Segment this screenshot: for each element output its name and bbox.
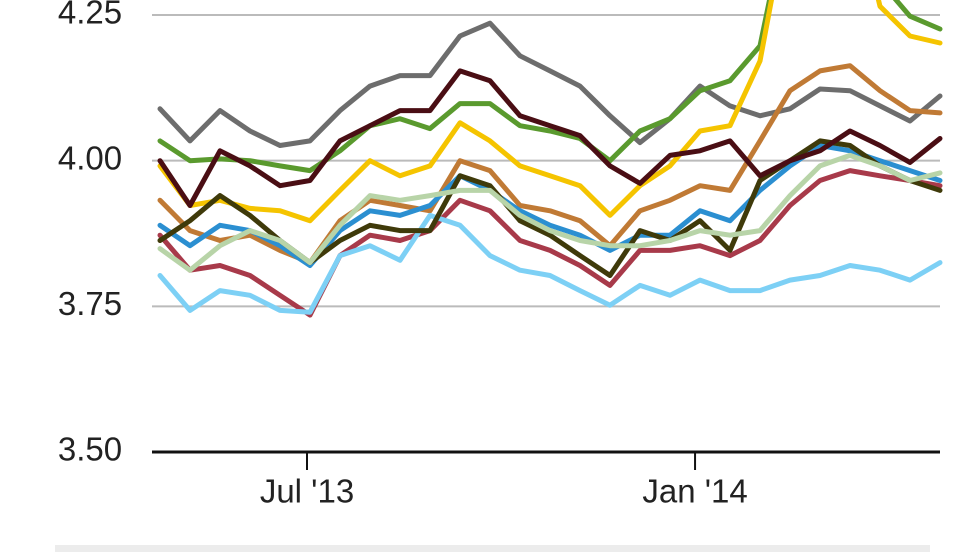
x-tick-label: Jan '14: [642, 473, 747, 510]
x-tick-label: Jul '13: [260, 473, 354, 510]
series-line: [157, 0, 943, 174]
series-line: [157, 168, 943, 318]
plot-area: [157, 0, 943, 318]
y-tick-label: 3.75: [58, 285, 122, 322]
series-line: [157, 20, 943, 148]
series-line: [157, 152, 943, 273]
y-tick-label: 3.50: [58, 431, 122, 468]
axes: 3.50 3.75 4.00 4.25 Jul '13 Jan '14: [58, 0, 940, 510]
series-line: [157, 68, 943, 208]
y-tick-label: 4.00: [58, 139, 122, 176]
series-line: [157, 0, 943, 224]
footer-panel: [55, 545, 930, 552]
y-tick-label: 4.25: [58, 0, 122, 31]
series-line: [157, 212, 943, 315]
